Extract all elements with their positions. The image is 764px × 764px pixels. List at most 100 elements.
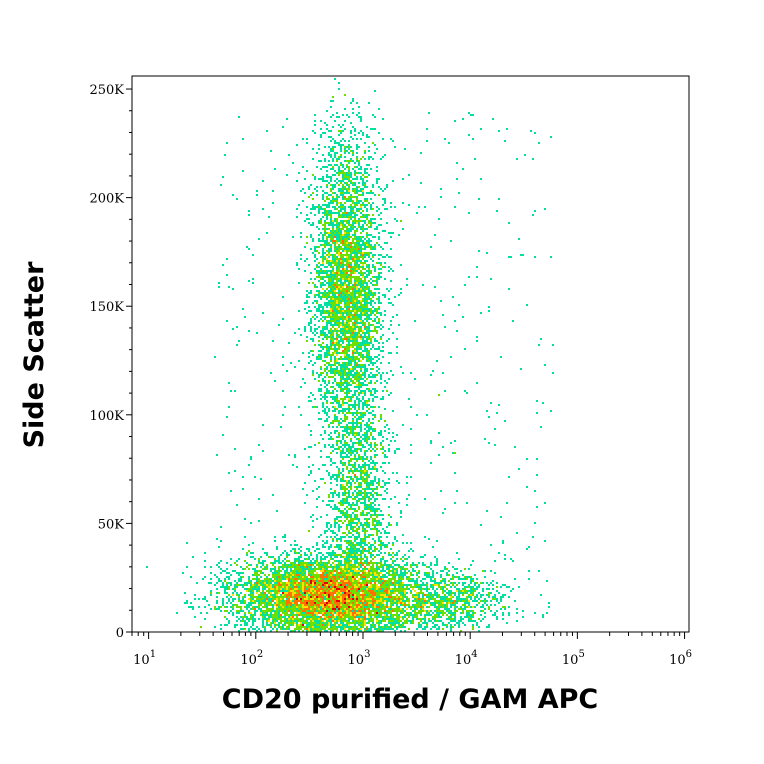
event-dot	[276, 624, 278, 626]
event-dot	[326, 590, 328, 592]
event-dot	[274, 626, 276, 628]
event-dot	[354, 232, 356, 234]
event-dot	[346, 192, 348, 194]
event-dot	[356, 584, 358, 586]
event-dot	[350, 584, 352, 586]
event-dot	[340, 566, 342, 568]
event-dot	[372, 590, 374, 592]
event-dot	[258, 600, 260, 602]
event-dot	[366, 594, 368, 596]
event-dot	[322, 590, 324, 592]
event-dot	[352, 240, 354, 242]
event-dot	[346, 336, 348, 338]
event-dot	[300, 576, 302, 578]
event-dot	[346, 390, 348, 392]
event-dot	[328, 198, 330, 200]
event-dot	[318, 578, 320, 580]
event-dot	[378, 582, 380, 584]
event-dot	[370, 244, 372, 246]
event-dot	[250, 614, 252, 616]
event-dot	[376, 576, 378, 578]
event-dot	[290, 610, 292, 612]
event-dot	[368, 302, 370, 304]
event-dot	[360, 608, 362, 610]
event-dot	[354, 374, 356, 376]
event-dot	[300, 584, 302, 586]
event-dot	[316, 226, 318, 228]
event-dot	[348, 176, 350, 178]
event-dot	[354, 322, 356, 324]
event-dot	[330, 234, 332, 236]
event-dot	[342, 260, 344, 262]
event-dot	[342, 216, 344, 218]
event-dot	[304, 572, 306, 574]
event-dot	[360, 328, 362, 330]
event-dot	[338, 240, 340, 242]
event-dot	[382, 630, 384, 632]
event-dot	[290, 582, 292, 584]
event-dot	[328, 618, 330, 620]
event-dot	[388, 592, 390, 594]
event-dot	[374, 288, 376, 290]
event-dot	[352, 326, 354, 328]
event-dot	[332, 228, 334, 230]
event-dot	[334, 416, 336, 418]
event-dot	[268, 580, 270, 582]
event-dot	[338, 348, 340, 350]
event-dot	[282, 616, 284, 618]
event-dot	[244, 596, 246, 598]
event-dot	[312, 568, 314, 570]
event-dot	[278, 590, 280, 592]
event-dot	[354, 570, 356, 572]
event-dot	[348, 582, 350, 584]
event-dot	[304, 382, 306, 384]
event-dot	[340, 386, 342, 388]
event-dot	[364, 310, 366, 312]
event-dot	[332, 342, 334, 344]
event-dot	[270, 598, 272, 600]
event-dot	[342, 382, 344, 384]
event-dot	[362, 584, 364, 586]
event-dot	[328, 596, 330, 598]
event-dot	[372, 580, 374, 582]
event-dot	[220, 560, 222, 562]
event-dot	[360, 378, 362, 380]
event-dot	[348, 178, 350, 180]
event-dot	[452, 596, 454, 598]
event-dot	[352, 574, 354, 576]
event-dot	[344, 150, 346, 152]
event-dot	[388, 432, 390, 434]
event-dot	[342, 184, 344, 186]
event-dot	[302, 200, 304, 202]
event-dot	[308, 456, 310, 458]
event-dot	[332, 198, 334, 200]
event-dot	[328, 302, 330, 304]
event-dot	[360, 318, 362, 320]
event-dot	[348, 146, 350, 148]
event-dot	[276, 600, 278, 602]
event-dot	[324, 332, 326, 334]
event-dot	[336, 440, 338, 442]
event-dot	[366, 186, 368, 188]
event-dot	[330, 558, 332, 560]
event-dot	[344, 592, 346, 594]
event-dot	[338, 312, 340, 314]
event-dot	[356, 376, 358, 378]
event-dot	[232, 598, 234, 600]
event-dot	[366, 232, 368, 234]
event-dot	[342, 574, 344, 576]
event-dot	[366, 244, 368, 246]
event-dot	[380, 590, 382, 592]
event-dot	[360, 204, 362, 206]
event-dot	[266, 594, 268, 596]
event-dot	[254, 586, 256, 588]
event-dot	[330, 312, 332, 314]
event-dot	[304, 582, 306, 584]
event-dot	[338, 340, 340, 342]
event-dot	[332, 444, 334, 446]
event-dot	[266, 586, 268, 588]
event-dot	[284, 620, 286, 622]
event-dot	[272, 574, 274, 576]
event-dot	[408, 550, 410, 552]
event-dot	[352, 352, 354, 354]
